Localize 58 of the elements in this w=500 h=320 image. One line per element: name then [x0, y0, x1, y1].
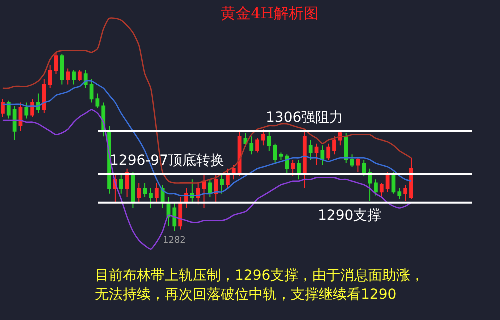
candlestick [380, 182, 384, 198]
candlestick [149, 188, 153, 209]
ref-line-label: 1290支撑 [318, 208, 382, 224]
candlestick [90, 78, 94, 104]
candlestick [410, 158, 414, 200]
candlestick [256, 138, 260, 154]
text: 无法持续，再次回落破位中轨，支撑继续看1290 [95, 287, 397, 303]
candlestick [267, 130, 272, 152]
candlestick [6, 100, 11, 120]
candlestick [60, 54, 64, 86]
candlestick [178, 197, 183, 230]
candlestick [404, 184, 408, 202]
candlestick [262, 129, 266, 146]
candlestick [84, 70, 88, 89]
candlestick [314, 143, 319, 166]
candlestick [24, 102, 29, 120]
ref-line-label: 1306强阻力 [266, 110, 344, 126]
candlestick [18, 102, 23, 132]
candlestick [320, 145, 325, 166]
candlestick [398, 188, 402, 200]
candlestick [54, 52, 58, 75]
candlestick [356, 158, 360, 173]
chart-title: 黄金4H解析图 [221, 4, 319, 22]
text: 目前布林带上轨压制，1296支撑，由于消息面助涨， [95, 268, 425, 284]
candlestick [214, 174, 218, 204]
candlestick [202, 174, 206, 209]
candlestick [326, 143, 331, 160]
candlestick [220, 174, 224, 194]
candlestick [172, 202, 177, 232]
candlestick [297, 159, 301, 180]
candlestick [137, 182, 142, 204]
candlestick [291, 159, 296, 177]
candlestick [279, 152, 284, 160]
candlestick [362, 159, 366, 177]
candlestick [72, 70, 76, 86]
candlestick [66, 68, 70, 86]
candlestick [308, 140, 313, 160]
candlestick [250, 136, 254, 156]
candlestick [143, 182, 147, 198]
candlestick [30, 98, 35, 118]
candlestick [42, 78, 46, 114]
candlestick [12, 106, 17, 141]
text: 1282 [163, 236, 186, 246]
candlestick [78, 70, 82, 82]
candlestick [273, 143, 278, 164]
candlestick [332, 136, 336, 156]
candlestick [386, 172, 390, 193]
candlestick [208, 179, 212, 198]
candlestick [1, 98, 5, 118]
candlestick [154, 182, 159, 204]
candlestick [302, 130, 307, 190]
candlestick [374, 179, 378, 196]
candlestick [344, 132, 348, 164]
candlestick [48, 64, 52, 89]
candlestick [119, 174, 124, 194]
candlestick [96, 93, 100, 109]
candlestick [196, 182, 200, 206]
candlestick [350, 154, 354, 168]
